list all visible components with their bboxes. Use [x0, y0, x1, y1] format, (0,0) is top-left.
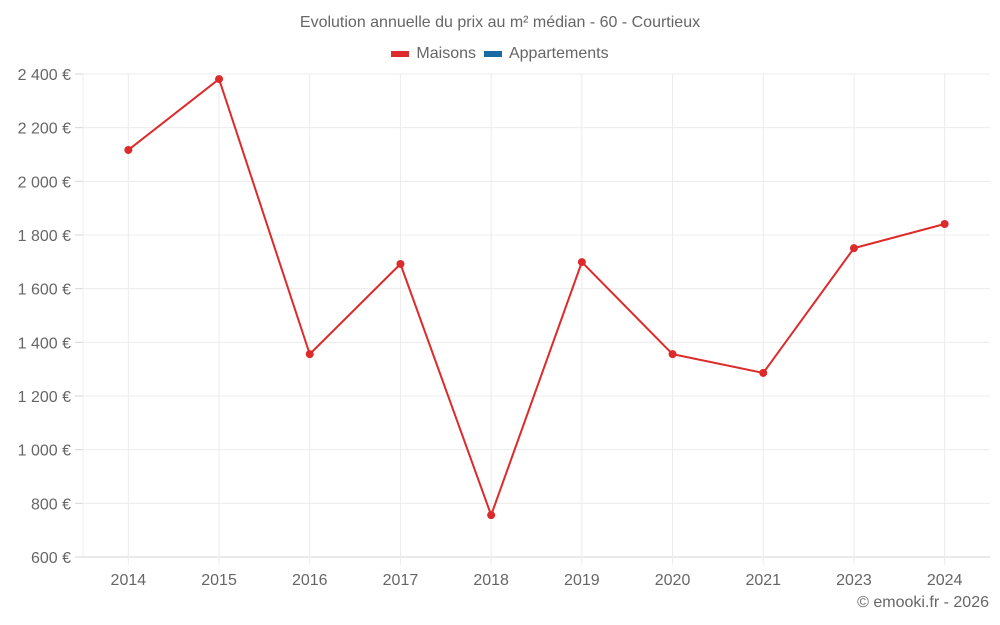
- y-axis-label: 1 400 €: [18, 335, 71, 352]
- y-axis-label: 1 600 €: [18, 282, 71, 299]
- series-line-maisons: [127, 78, 945, 517]
- x-axis-label: 2020: [655, 572, 691, 589]
- legend-label-appartements: Appartements: [508, 45, 609, 62]
- chart-title: Evolution annuelle du prix au m² médian …: [299, 14, 701, 31]
- credit-text: © emooki.fr - 2026: [857, 594, 989, 611]
- legend-swatch-appartements: [483, 51, 502, 57]
- data-point[interactable]: [396, 259, 405, 268]
- y-axis-label: 2 200 €: [18, 121, 71, 138]
- y-axis-label: 1 200 €: [18, 389, 71, 406]
- legend-label-maisons: Maisons: [416, 45, 476, 62]
- x-axis-label: 2023: [836, 572, 872, 589]
- data-point[interactable]: [215, 75, 224, 84]
- data-point[interactable]: [577, 258, 586, 267]
- legend-swatch-maisons: [391, 51, 410, 57]
- data-point[interactable]: [487, 511, 496, 520]
- y-axis-label: 1 000 €: [18, 443, 71, 460]
- x-axis-label: 2018: [473, 572, 509, 589]
- y-axis-label: 800 €: [31, 496, 71, 513]
- y-axis-label: 2 000 €: [18, 174, 71, 191]
- x-axis-label: 2024: [927, 572, 963, 589]
- x-axis-label: 2016: [292, 572, 328, 589]
- y-axis-label: 600 €: [31, 550, 71, 567]
- legend-item-appartements[interactable]: Appartements: [483, 45, 609, 63]
- legend: Maisons Appartements: [0, 45, 1000, 63]
- y-axis-label: 2 400 €: [18, 67, 71, 84]
- data-point[interactable]: [305, 350, 314, 359]
- x-axis-label: 2017: [383, 572, 419, 589]
- x-axis-label: 2015: [201, 572, 237, 589]
- data-point[interactable]: [940, 219, 949, 228]
- data-point[interactable]: [668, 350, 677, 359]
- data-point[interactable]: [124, 145, 133, 154]
- data-point[interactable]: [759, 368, 768, 377]
- legend-item-maisons[interactable]: Maisons: [391, 45, 476, 63]
- x-axis-label: 2021: [745, 572, 781, 589]
- y-axis-label: 1 800 €: [18, 228, 71, 245]
- x-axis-label: 2014: [111, 572, 147, 589]
- data-point[interactable]: [849, 244, 858, 253]
- x-axis-label: 2019: [564, 572, 600, 589]
